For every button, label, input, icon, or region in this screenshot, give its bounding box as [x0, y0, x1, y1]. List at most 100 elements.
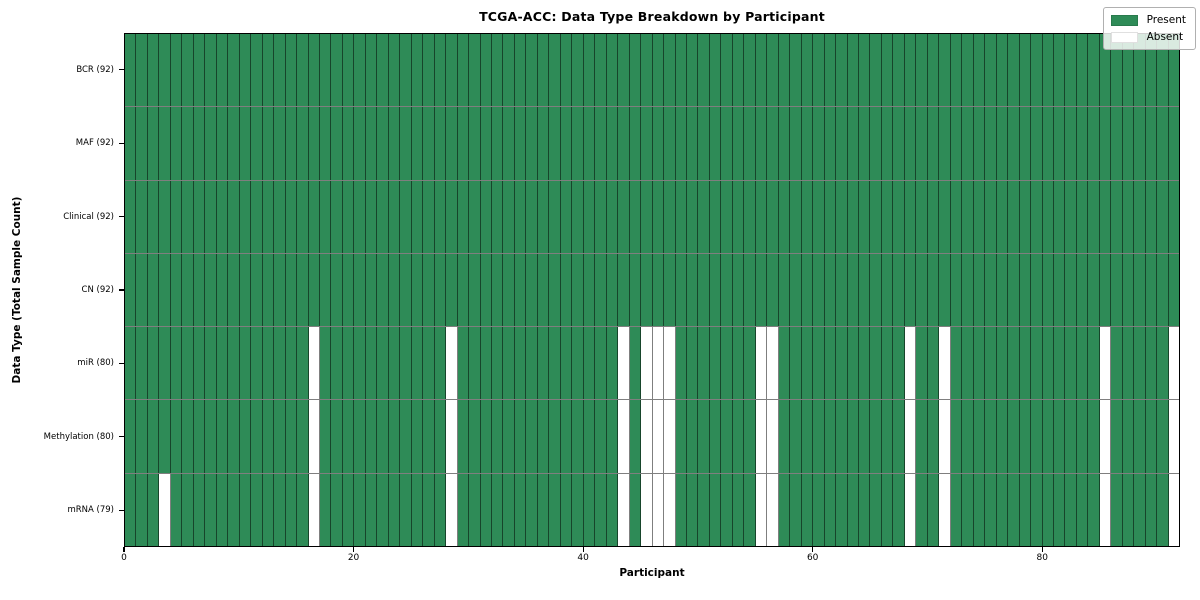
heatmap-cell — [1088, 107, 1100, 180]
heatmap-cell — [652, 327, 665, 400]
heatmap-cell — [469, 34, 481, 107]
heatmap-cell — [1099, 180, 1112, 253]
heatmap-cell — [228, 473, 240, 546]
heatmap-cell — [274, 327, 286, 400]
heatmap-cell — [1099, 34, 1112, 107]
heatmap-cell — [1053, 180, 1066, 253]
heatmap-cell — [801, 180, 814, 253]
y-tick-mark — [119, 215, 124, 218]
heatmap-cell — [939, 253, 951, 327]
heatmap-cell — [560, 180, 573, 253]
heatmap-cell — [514, 473, 527, 546]
heatmap-cell — [216, 34, 229, 107]
heatmap-cell — [319, 473, 332, 546]
heatmap-cell — [1031, 107, 1043, 180]
heatmap-cell — [744, 473, 756, 546]
heatmap-cell — [790, 34, 802, 107]
heatmap-cell — [136, 180, 148, 253]
heatmap-cell — [469, 180, 481, 253]
heatmap-cell — [767, 400, 779, 473]
heatmap-cell — [400, 473, 412, 546]
heatmap-cell — [125, 400, 137, 473]
heatmap-cell — [732, 253, 745, 327]
heatmap-cell — [721, 327, 733, 400]
heatmap-cell — [893, 180, 905, 253]
heatmap-cell — [698, 253, 710, 327]
heatmap-cell — [893, 107, 905, 180]
heatmap-cell — [1042, 400, 1054, 473]
heatmap-cell — [641, 107, 653, 180]
heatmap-cell — [652, 473, 665, 546]
heatmap-cell — [1157, 327, 1169, 400]
heatmap-cell — [664, 473, 676, 546]
heatmap-cell — [686, 34, 699, 107]
heatmap-cell — [664, 180, 676, 253]
heatmap-cell — [262, 473, 275, 546]
x-tick-mark — [1041, 547, 1043, 552]
heatmap-cell — [1122, 253, 1135, 327]
heatmap-cell — [859, 107, 871, 180]
heatmap-cell — [297, 34, 309, 107]
heatmap-cell — [950, 180, 963, 253]
heatmap-cell — [342, 327, 355, 400]
heatmap-cell — [136, 253, 148, 327]
heatmap-cell — [251, 180, 263, 253]
heatmap-cell — [1168, 400, 1180, 473]
heatmap-cell — [342, 180, 355, 253]
heatmap-cell — [193, 180, 206, 253]
heatmap-cell — [319, 253, 332, 327]
heatmap-cell — [1008, 34, 1020, 107]
heatmap-cell — [813, 253, 825, 327]
heatmap-cell — [675, 400, 687, 473]
heatmap-cell — [354, 400, 366, 473]
heatmap-cell — [319, 180, 332, 253]
heatmap-cell — [881, 400, 894, 473]
heatmap-cell — [664, 253, 676, 327]
heatmap-cell — [985, 473, 997, 546]
heatmap-row-miR — [125, 326, 1180, 400]
heatmap-cell — [950, 34, 963, 107]
heatmap-cell — [641, 327, 653, 400]
heatmap-cell — [675, 180, 687, 253]
heatmap-cell — [354, 34, 366, 107]
heatmap-cell — [744, 180, 756, 253]
heatmap-cell — [297, 400, 309, 473]
heatmap-cell — [239, 400, 252, 473]
heatmap-cell — [1088, 180, 1100, 253]
heatmap-cell — [480, 180, 492, 253]
heatmap-cell — [377, 253, 389, 327]
heatmap-cell — [675, 34, 687, 107]
heatmap-cell — [1065, 473, 1077, 546]
heatmap-cell — [709, 327, 722, 400]
heatmap-cell — [1111, 34, 1123, 107]
heatmap-cell — [560, 253, 573, 327]
heatmap-cell — [480, 473, 492, 546]
heatmap-cell — [159, 253, 171, 327]
heatmap-cell — [824, 473, 837, 546]
heatmap-cell — [262, 180, 275, 253]
heatmap-cell — [1168, 473, 1180, 546]
heatmap-cell — [1099, 473, 1112, 546]
heatmap-cell — [778, 180, 791, 253]
heatmap-cell — [904, 327, 917, 400]
heatmap-cell — [606, 327, 619, 400]
heatmap-cell — [916, 107, 928, 180]
heatmap-cell — [147, 400, 160, 473]
heatmap-cell — [400, 107, 412, 180]
heatmap-cell — [434, 107, 447, 180]
heatmap-cell — [767, 34, 779, 107]
heatmap-cell — [159, 327, 171, 400]
heatmap-cell — [721, 107, 733, 180]
heatmap-cell — [182, 107, 194, 180]
heatmap-cell — [182, 34, 194, 107]
heatmap-row-CN — [125, 252, 1180, 327]
heatmap-cell — [778, 107, 791, 180]
heatmap-cell — [342, 107, 355, 180]
heatmap-cell — [434, 400, 447, 473]
heatmap-cell — [365, 253, 378, 327]
heatmap-cell — [572, 327, 584, 400]
heatmap-cell — [469, 400, 481, 473]
heatmap-cell — [618, 180, 630, 253]
heatmap-cell — [1031, 400, 1043, 473]
heatmap-cell — [927, 327, 940, 400]
